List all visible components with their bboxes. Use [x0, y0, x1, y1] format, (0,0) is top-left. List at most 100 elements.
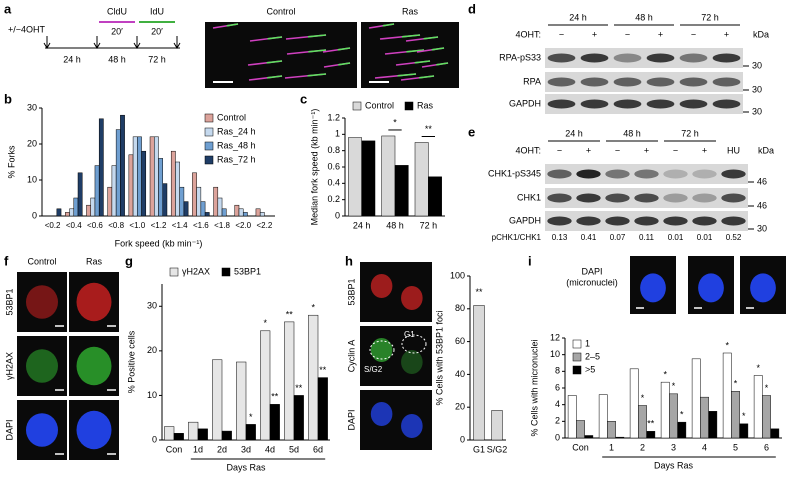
blot-band: [613, 77, 642, 87]
x-tick-label: 4: [702, 442, 707, 452]
x-tick-label: S/G2: [487, 444, 508, 454]
fiber: [307, 34, 327, 38]
column-label: Ras: [86, 256, 103, 266]
blot-strip: [545, 94, 743, 114]
y-tick-label: 1: [335, 129, 340, 139]
y-tick-label: 0.2: [327, 194, 340, 204]
y-axis-label: Median fork speed (kb min⁻¹): [309, 109, 319, 226]
cell-label: G1: [404, 330, 415, 339]
micrograph-signal: [26, 413, 58, 447]
fiber: [419, 75, 435, 79]
bar: [669, 393, 678, 439]
quant-value: 0.01: [668, 233, 684, 242]
x-tick-label: 48 h: [386, 220, 404, 230]
fiber: [436, 62, 449, 66]
y-tick-label: 0.4: [327, 178, 340, 188]
x-tick-label: 72 h: [420, 220, 438, 230]
fiber: [338, 62, 351, 66]
bar: [691, 358, 701, 439]
blot-band: [634, 169, 659, 179]
panel-letter: c: [300, 91, 307, 106]
blot-band: [547, 169, 572, 179]
row-label: γH2AX: [4, 352, 14, 380]
bar: [473, 305, 485, 441]
legend-label: Control: [365, 100, 394, 110]
treatment-label: +/−4OHT: [8, 24, 46, 34]
y-tick-label: 0.6: [327, 161, 340, 171]
bar: [120, 114, 125, 217]
pulse-duration: 20′: [151, 26, 163, 36]
lane-label: HU: [727, 145, 740, 155]
x-tick-label: <0.8: [108, 221, 124, 230]
legend-label: Control: [217, 112, 246, 122]
blot-band: [679, 99, 708, 109]
bar: [162, 183, 168, 217]
bar: [77, 172, 83, 217]
time-label: 72 h: [681, 128, 699, 138]
caption: (micronuclei): [566, 277, 618, 287]
micrograph-signal: [76, 410, 112, 450]
y-tick-label: 0: [555, 432, 560, 442]
micrograph-signal: [698, 273, 724, 303]
significance: *: [641, 393, 645, 403]
blot-band: [646, 53, 675, 63]
row-label: Cyclin A: [346, 340, 356, 373]
cell-outline: [401, 334, 427, 354]
legend-swatch: [572, 365, 582, 375]
blot-band: [646, 99, 675, 109]
micrograph-signal: [76, 346, 112, 386]
significance: **: [647, 419, 655, 429]
y-axis-label: % Cells with micronuclei: [529, 339, 539, 436]
blot-band: [605, 216, 630, 226]
significance: *: [311, 303, 315, 313]
x-axis-label: Fork speed (kb min⁻¹): [115, 238, 203, 248]
bar: [192, 172, 197, 217]
legend-swatch: [204, 141, 214, 151]
significance: *: [725, 340, 729, 350]
bar: [204, 212, 210, 217]
bar: [69, 208, 75, 217]
legend-label: >5: [585, 364, 595, 374]
row-label: CHK1: [517, 192, 541, 202]
time-label: 72 h: [701, 12, 719, 22]
blot-band: [721, 193, 746, 203]
fiber: [423, 36, 439, 40]
blot-strip: [545, 72, 743, 92]
blot-band: [547, 53, 576, 63]
quant-label: pCHK1/CHK1: [492, 233, 542, 242]
x-tick-label: <0.4: [66, 221, 82, 230]
x-tick-label: 5d: [289, 444, 299, 454]
bar: [308, 314, 319, 441]
fiber: [307, 73, 327, 77]
bar: [149, 136, 155, 217]
fiber: [406, 49, 425, 53]
x-tick-label: 1d: [193, 444, 203, 454]
unit-label: kDa: [753, 29, 769, 39]
bar: [107, 186, 113, 217]
micrograph-signal: [401, 286, 423, 310]
bar: [111, 165, 117, 217]
legend-swatch: [169, 267, 179, 277]
quant-value: 0.52: [726, 233, 742, 242]
bar: [660, 381, 670, 439]
blot-band: [634, 193, 659, 203]
bar: [158, 158, 163, 217]
micrograph-signal: [26, 349, 58, 383]
bar: [238, 208, 244, 217]
blot-band: [576, 216, 601, 226]
bar: [175, 161, 180, 217]
bar: [179, 186, 185, 217]
row-label: DAPI: [4, 419, 14, 440]
legend-label: Ras_48 h: [217, 140, 256, 150]
marker-label: 46: [757, 200, 767, 210]
marker-label: 30: [752, 60, 762, 70]
bar: [255, 208, 261, 217]
x-tick-label: <1.8: [214, 221, 230, 230]
legend-swatch: [221, 267, 231, 277]
bar: [284, 321, 295, 441]
legend-label: Ras: [417, 100, 434, 110]
legend-swatch: [204, 155, 214, 165]
fiber: [414, 60, 431, 64]
row-label: GAPDH: [509, 98, 541, 108]
blot-band: [712, 77, 741, 87]
